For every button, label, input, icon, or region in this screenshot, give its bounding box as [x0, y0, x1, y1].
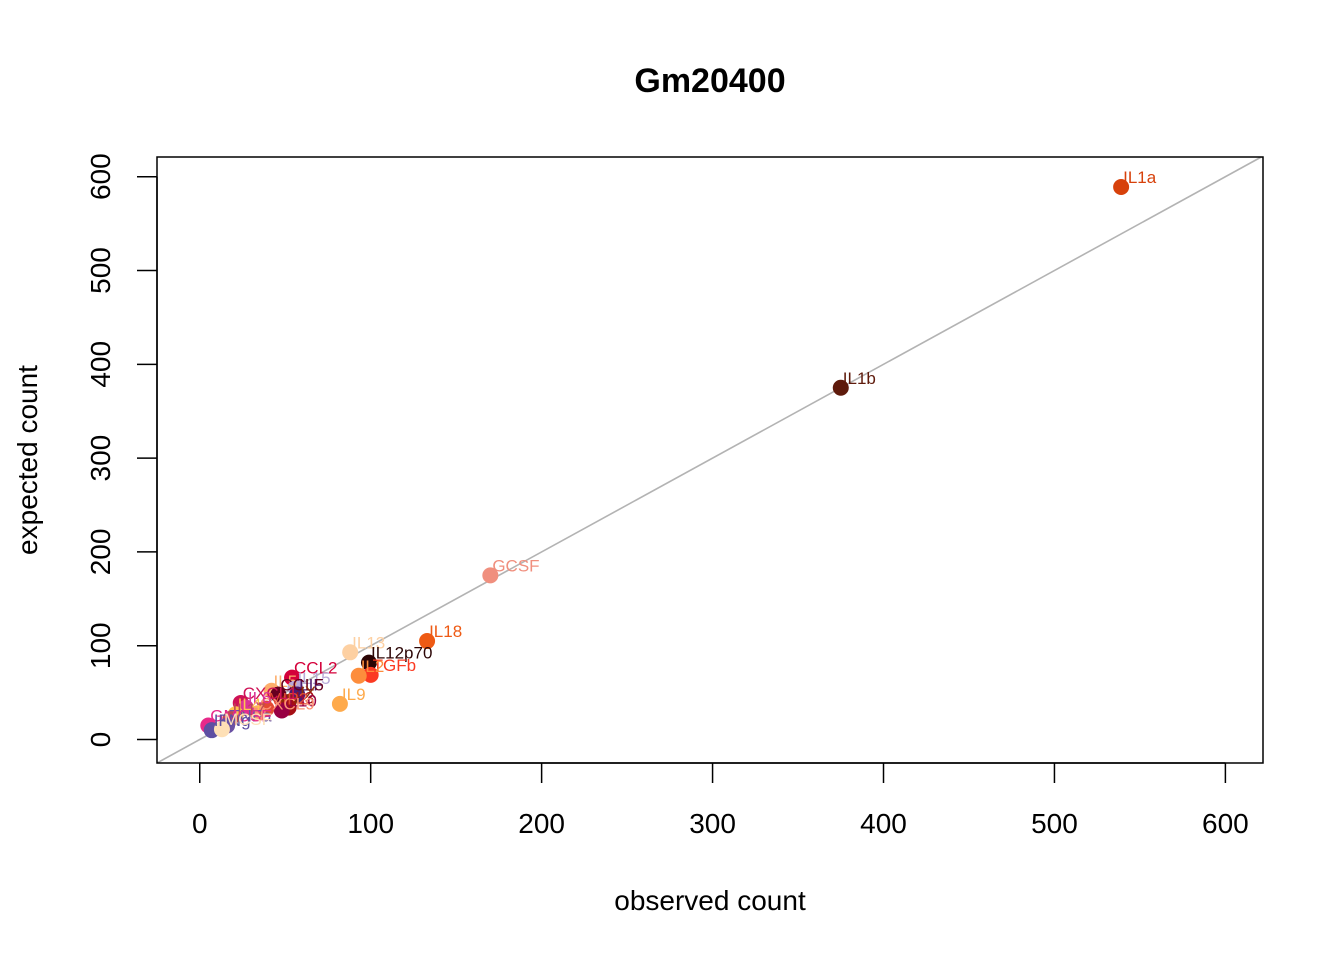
- data-point-mcsf: [213, 721, 230, 738]
- point-label-ccl2: CCL2: [294, 659, 337, 678]
- point-label-lix: LIX: [291, 683, 317, 702]
- point-label-tgfb: TGFb: [373, 656, 416, 675]
- point-label-il1a: IL1a: [1123, 168, 1157, 187]
- data-point-il13: [342, 644, 359, 661]
- data-point-il1a: [1113, 179, 1130, 196]
- x-axis-label: observed count: [614, 885, 806, 916]
- y-axis: 0 100 200 300 400 500 600: [85, 153, 158, 748]
- x-tick-label: 500: [1031, 808, 1078, 839]
- x-tick-label: 300: [689, 808, 736, 839]
- y-tick-label: 600: [85, 153, 116, 200]
- x-tick-label: 400: [860, 808, 907, 839]
- x-tick-label: 600: [1202, 808, 1249, 839]
- point-label-il5: IL5: [274, 672, 298, 691]
- point-label-il3: IL3: [291, 689, 315, 708]
- y-tick-label: 0: [85, 732, 116, 748]
- data-point-il18: [419, 633, 436, 650]
- x-tick-label: 0: [192, 808, 208, 839]
- data-point-tgfb: [362, 666, 379, 683]
- point-label-il9: IL9: [342, 685, 366, 704]
- data-points-layer: [200, 179, 1130, 739]
- point-label-ccl5: CCL5: [280, 676, 323, 695]
- x-tick-label: 200: [518, 808, 565, 839]
- data-point-il10: [273, 702, 290, 719]
- point-label-il18: IL18: [429, 622, 462, 641]
- y-tick-label: 100: [85, 622, 116, 669]
- point-label-il10: IL10: [284, 691, 317, 710]
- point-label-tnfa: TNFa: [229, 706, 272, 725]
- y-tick-label: 300: [85, 435, 116, 482]
- y-tick-label: 200: [85, 529, 116, 576]
- point-label-il15: IL15: [297, 669, 330, 688]
- point-label-il2: IL2: [361, 657, 385, 676]
- point-label-lif: LIF: [299, 676, 324, 695]
- point-label-il1b: IL1b: [843, 369, 876, 388]
- point-label-il13: IL13: [352, 633, 385, 652]
- data-point-gcsf: [482, 567, 499, 584]
- point-label-gcsf: GCSF: [492, 556, 539, 575]
- point-label-il6: IL6: [248, 689, 272, 708]
- data-point-il2: [350, 667, 367, 684]
- point-label-il4: IL4: [238, 695, 262, 714]
- x-axis: 0 100 200 300 400 500 600: [192, 762, 1249, 839]
- point-label-il17: IL17: [233, 700, 266, 719]
- y-tick-label: 500: [85, 247, 116, 294]
- y-tick-label: 400: [85, 341, 116, 388]
- point-label-cxcl9: CXCL9: [260, 694, 315, 713]
- x-tick-label: 100: [347, 808, 394, 839]
- point-label-gmcsf: GMCSF: [210, 706, 271, 725]
- identity-reference-line: [156, 156, 1262, 764]
- y-axis-label: expected count: [12, 365, 43, 555]
- data-point-cxcl9: [249, 705, 266, 722]
- data-point-il12p70: [360, 654, 377, 671]
- point-label-mip2: MIP2: [268, 690, 308, 709]
- data-point-il1b: [832, 379, 849, 396]
- point-label-ifng: IFNg: [214, 711, 251, 730]
- point-label-mcsf: MCSF: [224, 710, 272, 729]
- point-label-cxcl1: CXCL1: [243, 684, 298, 703]
- data-point-il9: [331, 695, 348, 712]
- chart-title: Gm20400: [634, 62, 785, 100]
- reference-line-layer: [156, 156, 1262, 764]
- point-label-il12p70: IL12p70: [371, 644, 432, 663]
